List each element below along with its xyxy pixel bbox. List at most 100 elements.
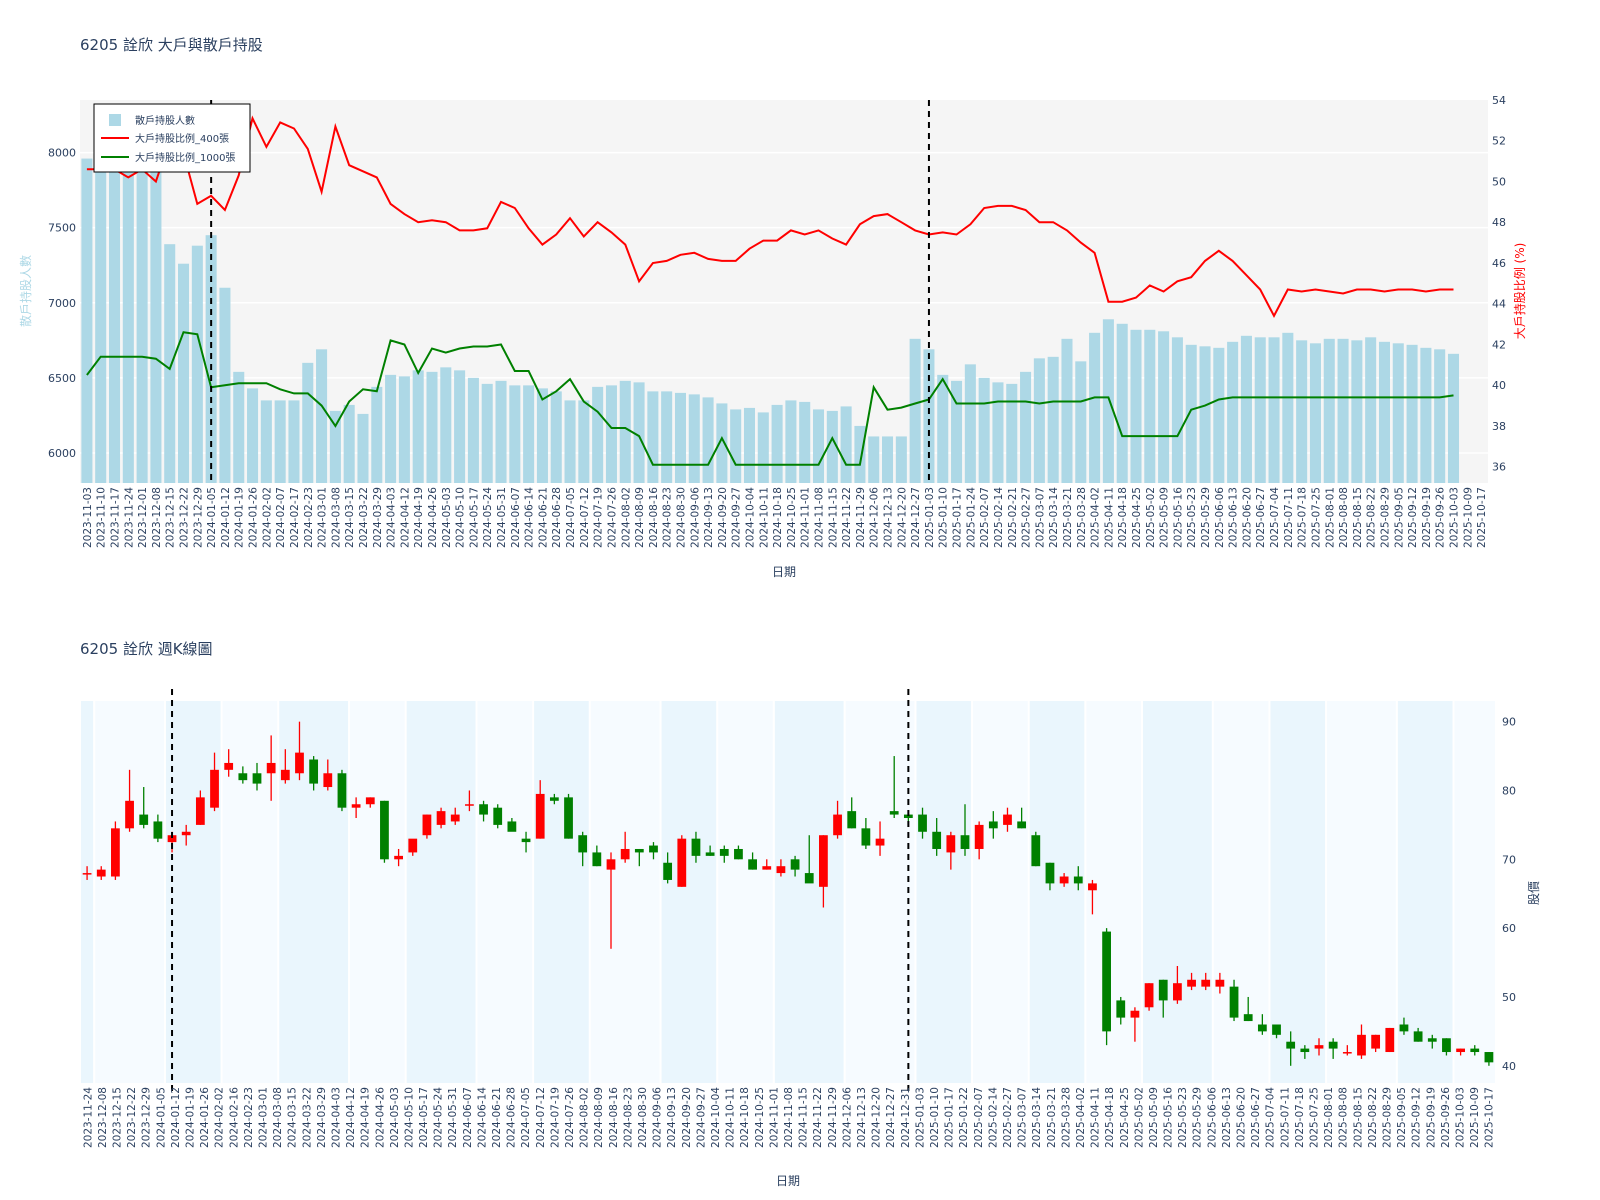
x-tick-label: 2023-12-01 (137, 487, 149, 548)
x-tick-label: 2025-04-11 (1103, 487, 1115, 548)
bar-retail-holders (1378, 341, 1390, 483)
x-tick-label: 2024-05-03 (441, 487, 453, 548)
x-tick-label: 2025-08-08 (1338, 1087, 1350, 1148)
bar-retail-holders (1006, 383, 1018, 483)
x-tick-label: 2024-08-23 (662, 487, 674, 548)
month-shade-band (1029, 701, 1085, 1083)
x-tick-label: 2025-02-14 (993, 487, 1005, 548)
x-tick-label: 2024-12-13 (856, 1087, 868, 1148)
x-tick-label: 2023-12-15 (165, 487, 177, 548)
x-tick-label: 2024-07-12 (579, 487, 591, 548)
legend-label-400: 大戶持股比例_400張 (135, 132, 229, 145)
x-tick-label: 2025-08-22 (1366, 487, 1378, 548)
candle-body (677, 838, 687, 887)
candle-body (167, 835, 177, 843)
bar-retail-holders (840, 406, 852, 483)
candle-body (465, 804, 474, 806)
bar-retail-holders (205, 235, 217, 483)
candle-body (1371, 1034, 1381, 1049)
bar-retail-holders (412, 370, 424, 483)
month-shade-band (534, 701, 589, 1083)
candle-body (861, 828, 871, 846)
bar-retail-holders (536, 388, 548, 483)
bar-retail-holders (757, 412, 769, 483)
bar-retail-holders (481, 383, 493, 483)
x-tick-label: 2025-03-07 (1034, 487, 1046, 548)
candle-body (564, 797, 573, 839)
x-tick-label: 2024-11-08 (814, 487, 826, 548)
bar-retail-holders (1185, 344, 1197, 483)
x-tick-label: 2025-09-19 (1421, 487, 1433, 548)
candle-body (1073, 876, 1083, 884)
x-tick-label: 2025-06-27 (1255, 487, 1267, 548)
x-tick-label: 2024-02-16 (228, 1087, 240, 1148)
bar-retail-holders (937, 374, 949, 483)
y-right-tick-label: 40 (1492, 379, 1506, 392)
x-tick-label: 2024-07-19 (593, 487, 605, 548)
x-tick-label: 2025-10-17 (1484, 1087, 1496, 1148)
month-shade-band (222, 701, 278, 1083)
bar-retail-holders (633, 382, 645, 483)
candle-body (351, 804, 361, 808)
bar-retail-holders (440, 367, 452, 483)
candle-body (606, 859, 616, 870)
x-tick-label: 2025-06-20 (1236, 1087, 1248, 1148)
x-tick-label: 2024-05-31 (496, 487, 508, 548)
bar-retail-holders (619, 380, 631, 483)
candle-body (1102, 931, 1111, 1032)
x-tick-label: 2024-10-11 (758, 487, 770, 548)
x-tick-label: 2024-04-03 (330, 1087, 342, 1148)
x-tick-label: 2024-09-27 (731, 487, 743, 548)
x-tick-label: 2024-11-15 (798, 1087, 810, 1148)
bar-retail-holders (426, 371, 438, 483)
bar-retail-holders (523, 385, 535, 483)
x-tick-label: 2025-09-12 (1411, 1087, 1423, 1148)
candle-body (422, 814, 432, 836)
candle-body (1045, 862, 1055, 884)
candle-body (1243, 1014, 1253, 1022)
candle-body (181, 831, 191, 836)
bar-retail-holders (122, 169, 134, 483)
candle-body (153, 821, 163, 839)
x-tick-label: 2023-12-08 (97, 1087, 109, 1148)
candle-body (762, 866, 772, 870)
x-tick-label: 2025-06-20 (1241, 487, 1253, 548)
bar-retail-holders (1323, 338, 1335, 483)
x-tick-label: 2025-02-21 (1007, 487, 1019, 548)
y-right-tick-label: 38 (1492, 420, 1506, 433)
bar-retail-holders (1158, 331, 1170, 483)
candle-body (719, 848, 729, 856)
x-tick-label: 2024-06-07 (510, 487, 522, 548)
x-tick-label: 2025-07-04 (1265, 1087, 1277, 1148)
bar-retail-holders (730, 409, 742, 483)
x-tick-label: 2025-10-09 (1462, 487, 1474, 548)
x-tick-label: 2024-04-26 (427, 487, 439, 548)
x-tick-label: 2024-05-24 (433, 1087, 445, 1148)
x-tick-label: 2024-04-12 (399, 487, 411, 548)
x-tick-label: 2025-01-22 (958, 1087, 970, 1148)
candle-body (875, 838, 885, 846)
x-tick-label: 2024-12-27 (885, 1087, 897, 1148)
x-tick-label: 2025-08-01 (1324, 487, 1336, 548)
price-tick-label: 40 (1502, 1060, 1516, 1073)
candle-body (521, 838, 531, 843)
bar-retail-holders (578, 400, 590, 483)
x-tick-label: 2024-04-26 (374, 1087, 386, 1148)
x-tick-label: 2025-04-02 (1075, 1087, 1087, 1148)
x-tick-label: 2024-07-12 (535, 1087, 547, 1148)
x-tick-label: 2024-08-02 (579, 1087, 591, 1148)
candle-body (1328, 1041, 1338, 1049)
x-tick-label: 2024-11-01 (800, 487, 812, 548)
candle-body (833, 814, 842, 836)
x-tick-label: 2024-08-30 (675, 487, 687, 548)
bar-retail-holders (1365, 337, 1377, 483)
x-tick-label: 2024-09-06 (689, 487, 701, 548)
candle-body (1116, 1000, 1126, 1018)
x-tick-label: 2025-10-03 (1455, 1087, 1467, 1148)
x-tick-label: 2024-10-25 (786, 487, 798, 548)
bar-retail-holders (1254, 337, 1266, 483)
candle-body (82, 873, 92, 875)
bar-retail-holders (495, 380, 507, 483)
candle-body (1286, 1041, 1296, 1049)
